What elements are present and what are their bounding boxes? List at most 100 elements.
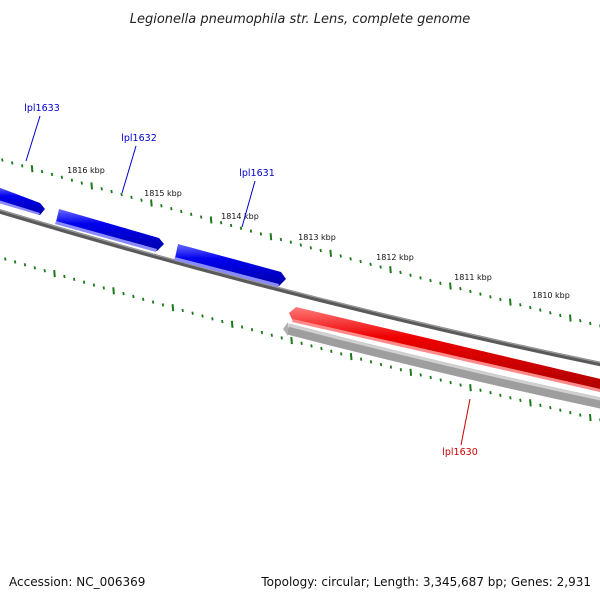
upper-major-tick: [269, 233, 273, 241]
upper-minor-tick: [359, 259, 362, 264]
lower-minor-tick: [73, 277, 76, 281]
lower-minor-tick: [43, 269, 46, 273]
upper-minor-tick: [409, 273, 412, 277]
upper-major-tick: [389, 266, 392, 274]
upper-major-tick: [209, 216, 213, 224]
lower-minor-tick: [439, 378, 442, 382]
lower-minor-tick: [519, 398, 522, 402]
upper-minor-tick: [40, 169, 44, 174]
gene-lpl1633-arrow[interactable]: [0, 186, 45, 215]
scale-labels: 1816 kbp 1815 kbp 1814 kbp 1813 kbp 1812…: [67, 166, 570, 300]
lower-minor-tick: [330, 349, 333, 353]
upper-minor-tick: [399, 270, 402, 275]
gene-lpl1632-arrow[interactable]: [55, 209, 164, 252]
lower-minor-tick: [340, 352, 343, 356]
lower-minor-tick: [191, 311, 194, 315]
lower-minor-tick: [270, 333, 273, 337]
gene-label-lpl1630[interactable]: lpl1630: [442, 447, 478, 458]
upper-major-tick: [449, 282, 452, 290]
upper-minor-tick: [160, 204, 163, 208]
lower-major-tick: [112, 287, 115, 295]
upper-minor-tick: [489, 295, 492, 299]
lower-minor-tick: [479, 388, 482, 392]
lower-minor-tick: [280, 336, 283, 340]
lower-minor-tick: [359, 357, 363, 361]
lower-minor-tick: [549, 406, 552, 410]
scale-label-1811: 1811 kbp: [454, 273, 492, 282]
gene-leader-lines: [25, 115, 471, 446]
upper-minor-tick: [239, 226, 243, 230]
upper-minor-tick: [469, 289, 472, 294]
lower-minor-tick: [399, 368, 403, 372]
lower-minor-tick: [4, 257, 7, 261]
lower-minor-tick: [63, 274, 66, 279]
upper-minor-tick: [249, 229, 253, 233]
gene-label-lpl1633[interactable]: lpl1633: [24, 103, 60, 114]
lower-minor-tick: [379, 362, 383, 367]
upper-major-tick: [90, 182, 93, 190]
lower-minor-tick: [151, 300, 155, 304]
reverse-strand-track: [283, 322, 600, 409]
upper-minor-tick: [289, 240, 292, 244]
upper-minor-tick: [439, 281, 442, 285]
gene-label-lpl1632[interactable]: lpl1632: [121, 133, 157, 144]
lower-minor-tick: [569, 411, 572, 415]
upper-minor-tick: [21, 164, 24, 168]
genome-backbone: [0, 209, 600, 367]
accession-text: Accession: NC_006369: [9, 575, 145, 589]
lower-major-tick: [469, 384, 472, 392]
lower-major-tick: [290, 337, 293, 345]
gene-lpl1630-arrow[interactable]: [289, 307, 600, 393]
lower-minor-tick: [23, 263, 27, 267]
lower-major-tick: [171, 304, 175, 312]
lower-minor-tick: [429, 375, 432, 380]
upper-minor-tick: [429, 278, 432, 283]
lower-minor-tick: [559, 408, 562, 412]
upper-minor-tick: [379, 265, 382, 269]
lower-minor-tick: [122, 291, 125, 296]
upper-minor-tick: [50, 172, 54, 177]
upper-minor-tick: [529, 305, 532, 310]
lower-minor-tick: [369, 360, 373, 364]
upper-minor-tick: [579, 319, 582, 323]
upper-minor-tick: [130, 195, 133, 199]
scale-label-1812: 1812 kbp: [376, 253, 414, 262]
lower-minor-tick: [419, 373, 422, 377]
lower-minor-tick: [221, 319, 224, 324]
upper-minor-tick: [259, 232, 263, 236]
upper-minor-tick: [539, 308, 542, 312]
gene-lpl1631-arrow[interactable]: [174, 244, 286, 287]
upper-minor-tick: [60, 175, 64, 179]
lower-minor-tick: [201, 314, 204, 318]
upper-minor-tick: [479, 292, 482, 296]
upper-minor-tick: [499, 297, 502, 302]
lower-minor-tick: [260, 330, 264, 335]
upper-minor-tick: [140, 198, 143, 202]
map-title: Legionella pneumophila str. Lens, comple…: [130, 12, 471, 27]
upper-minor-tick: [279, 237, 283, 242]
upper-minor-tick: [1, 158, 4, 162]
lower-minor-tick: [579, 413, 582, 417]
upper-minor-tick: [339, 254, 342, 258]
upper-minor-tick: [70, 178, 74, 182]
lower-minor-tick: [211, 317, 214, 321]
lower-minor-tick: [92, 283, 96, 287]
scale-ticks-lower: [4, 257, 600, 422]
upper-minor-tick: [309, 246, 312, 250]
upper-minor-tick: [589, 321, 592, 326]
upper-minor-tick: [100, 187, 103, 191]
upper-minor-tick: [11, 161, 14, 165]
lower-minor-tick: [459, 383, 462, 387]
upper-minor-tick: [519, 303, 522, 307]
lower-minor-tick: [161, 303, 165, 307]
lower-minor-tick: [449, 380, 452, 385]
lower-minor-tick: [82, 280, 86, 284]
lower-minor-tick: [132, 294, 135, 299]
lower-minor-tick: [310, 344, 313, 348]
lower-major-tick: [53, 270, 56, 278]
upper-minor-tick: [120, 192, 123, 197]
upper-minor-tick: [110, 189, 113, 194]
gene-label-lpl1631[interactable]: lpl1631: [239, 168, 275, 179]
scale-label-1814: 1814 kbp: [221, 212, 259, 221]
